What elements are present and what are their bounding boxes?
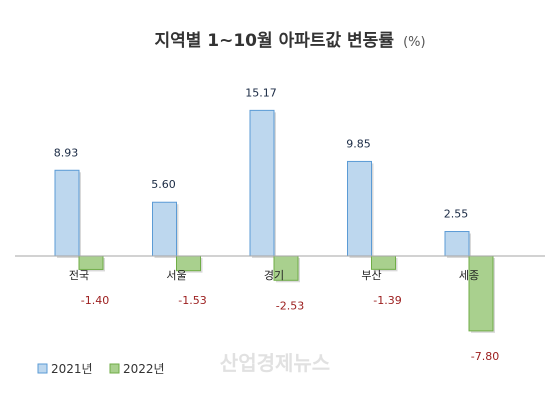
legend: 2021년 2022년 [37, 362, 165, 376]
value-label-2022-2: -2.53 [276, 299, 304, 312]
bar-2022-0 [78, 255, 104, 270]
value-label-2021-0: 8.93 [54, 146, 79, 159]
watermark: 산업경제뉴스 [220, 351, 330, 375]
value-label-2022-0: -1.40 [81, 294, 109, 307]
legend-swatch-1 [109, 363, 120, 374]
category-label-4: 세종 [459, 269, 479, 282]
category-label-1: 서울 [166, 269, 186, 282]
category-label-3: 부산 [361, 269, 381, 282]
value-label-2022-1: -1.53 [178, 294, 206, 307]
category-label-2: 경기 [264, 269, 284, 282]
value-label-2021-2: 15.17 [245, 86, 277, 99]
bar-2021-1 [152, 201, 177, 257]
chart-title: 지역별 1~10월 아파트값 변동률 (%) [154, 31, 425, 51]
bar-2021-4 [444, 231, 470, 257]
plot-area: 8.93 -1.40 5.60 -1.53 15.17 -2.53 9.85 -1.39 2.5… [15, 86, 545, 363]
legend-label-0: 2021년 [51, 362, 93, 376]
value-label-2022-4: -7.80 [471, 350, 499, 363]
legend-label-1: 2022년 [123, 362, 165, 376]
value-label-2021-4: 2.55 [444, 208, 469, 221]
bar-2022-4 [468, 255, 494, 332]
legend-swatch-0 [37, 363, 48, 374]
bar-2022-2 [273, 255, 299, 281]
value-label-2021-3: 9.85 [346, 137, 371, 150]
bar-2021-2 [249, 109, 275, 257]
bar-2021-3 [347, 160, 372, 257]
category-label-0: 전국 [69, 269, 89, 282]
chart-title-main: 지역별 1~10월 아파트값 변동률 [154, 31, 394, 51]
bar-2021-0 [54, 169, 80, 257]
chart-title-unit: (%) [403, 35, 426, 50]
value-label-2021-1: 5.60 [151, 178, 176, 191]
bar-2022-3 [371, 255, 396, 270]
value-label-2022-3: -1.39 [373, 294, 401, 307]
